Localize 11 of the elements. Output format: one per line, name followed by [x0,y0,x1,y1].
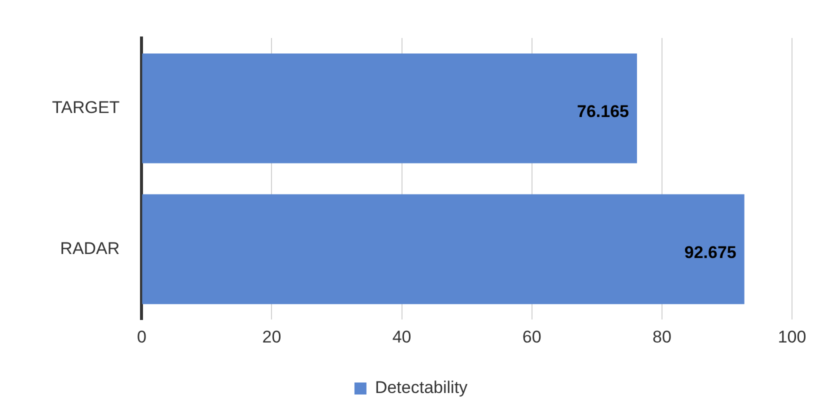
x-tick-label: 100 [778,327,806,346]
x-tick-label: 0 [136,327,146,346]
data-label: 76.165 [576,102,629,122]
data-label: 92.675 [684,242,736,262]
x-tick-label: 40 [392,327,412,346]
x-tick-label: 80 [652,327,672,346]
y-tick-label: RADAR [60,238,120,258]
x-tick-label: 60 [522,327,542,346]
legend-label: Detectability [374,378,468,398]
x-tick-label: 20 [262,327,282,346]
y-tick-label: TARGET [52,98,120,118]
